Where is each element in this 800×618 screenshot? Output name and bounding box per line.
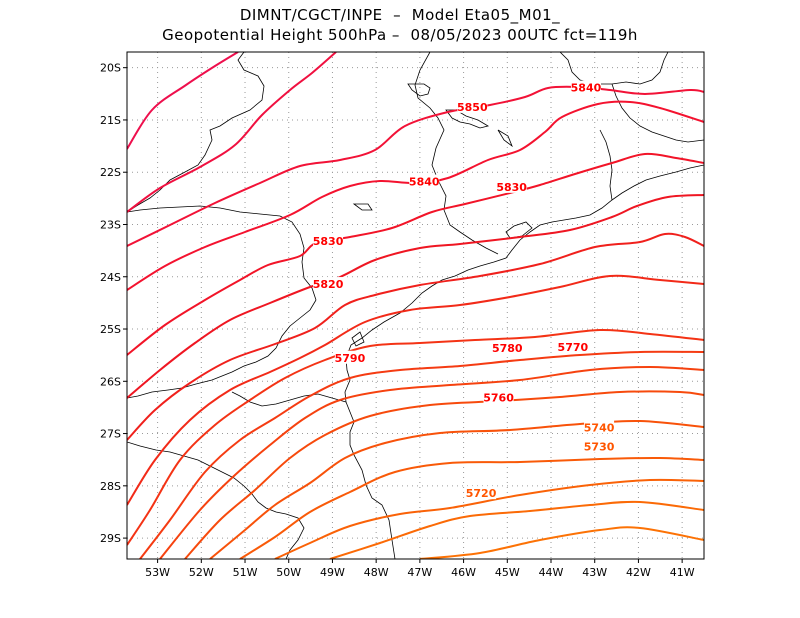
chart-title-line-2: Geopotential Height 500hPa – 08/05/2023 … <box>162 26 638 44</box>
x-tick-label: 50W <box>276 566 301 579</box>
contour-line-5790 <box>127 232 704 441</box>
y-tick-label: 20S <box>100 62 121 75</box>
x-tick-label: 46W <box>451 566 476 579</box>
contour-label-bg <box>557 339 588 353</box>
contour-line-5800 <box>127 194 704 399</box>
contour-line-5780 <box>127 274 704 506</box>
contour-line-5690 <box>419 526 704 559</box>
state-border <box>127 52 265 213</box>
contour-label-bg <box>496 179 527 193</box>
plot-frame <box>126 51 705 560</box>
y-tick-label: 23S <box>100 218 121 231</box>
lat-lon-grid <box>127 52 704 559</box>
contour-label-5720: 5720 <box>466 487 497 500</box>
contour-line-5830 <box>127 85 704 247</box>
y-tick-label: 27S <box>100 428 121 441</box>
contour-line-5750 <box>159 365 704 559</box>
contour-label-bg <box>457 99 488 113</box>
x-tick-label: 47W <box>407 566 432 579</box>
contour-label-5760: 5760 <box>483 391 514 404</box>
state-border <box>559 52 669 85</box>
y-tick-label: 25S <box>100 323 121 336</box>
y-tick-label: 21S <box>100 114 121 127</box>
reservoir <box>407 83 431 97</box>
contour-line-5810 <box>127 152 704 356</box>
state-border <box>127 205 317 301</box>
contour-label-5770: 5770 <box>558 341 589 354</box>
contour-label-bg <box>584 439 615 453</box>
y-tick-label: 26S <box>100 375 121 388</box>
contour-line-5740 <box>184 390 704 559</box>
contour-label-5840: 5840 <box>571 82 602 95</box>
contour-label-5840: 5840 <box>409 176 440 189</box>
x-tick-label: 45W <box>495 566 520 579</box>
y-tick-label: 24S <box>100 271 121 284</box>
y-tick-label: 28S <box>100 480 121 493</box>
state-border <box>127 299 317 399</box>
contour-label-5780: 5780 <box>492 342 523 355</box>
reservoir <box>445 109 490 129</box>
contour-label-5830: 5830 <box>496 181 527 194</box>
contour-label-5830: 5830 <box>313 235 344 248</box>
y-tick-label: 22S <box>100 166 121 179</box>
contour-line-5720 <box>239 456 704 559</box>
x-tick-label: 52W <box>189 566 214 579</box>
contour-line-5840 <box>127 52 337 213</box>
latitude-axis: 20S 21S 22S 23S 24S 25S 26S 27S 28S 29S <box>100 62 127 545</box>
contour-label-bg <box>334 350 365 364</box>
y-tick-label: 29S <box>100 532 121 545</box>
height-contours <box>127 52 704 559</box>
contour-labels: 5850 5840 5840 5830 5830 5820 5790 5780 5770 5760… <box>313 80 615 500</box>
x-tick-label: 53W <box>145 566 170 579</box>
contour-label-bg <box>313 277 344 291</box>
x-tick-label: 44W <box>539 566 564 579</box>
x-tick-label: 48W <box>364 566 389 579</box>
contour-label-5820: 5820 <box>313 278 344 291</box>
x-tick-label: 42W <box>626 566 651 579</box>
x-tick-label: 41W <box>670 566 695 579</box>
reservoir <box>497 129 513 148</box>
island-coast <box>351 331 365 347</box>
x-tick-label: 43W <box>582 566 607 579</box>
contour-label-5740: 5740 <box>584 421 615 434</box>
coastline <box>344 164 704 559</box>
x-tick-label: 51W <box>233 566 258 579</box>
contour-label-bg <box>313 234 344 248</box>
contour-line-5700 <box>329 500 704 559</box>
contour-label-bg <box>409 174 440 188</box>
country-border <box>127 441 305 559</box>
contour-line-5710 <box>274 478 704 559</box>
contour-label-bg <box>570 80 601 94</box>
longitude-axis: 53W 52W 51W 50W 49W 48W 47W 46W 45W 44W 43W 42W 41W <box>145 559 695 579</box>
contour-label-5730: 5730 <box>584 441 615 454</box>
x-tick-label: 49W <box>320 566 345 579</box>
state-border <box>231 391 347 407</box>
contour-line-5760 <box>139 350 704 559</box>
contour-label-5850: 5850 <box>457 101 488 114</box>
contour-label-bg <box>584 420 615 434</box>
contour-line-5850 <box>127 52 239 150</box>
reservoir <box>352 203 373 211</box>
chart-title-line-1: DIMNT/CGCT/INPE – Model Eta05_M01_ <box>239 6 561 24</box>
contour-label-bg <box>492 340 523 354</box>
state-border <box>414 52 499 255</box>
contour-label-bg <box>466 486 497 500</box>
contour-label-bg <box>483 390 514 404</box>
contour-label-5790: 5790 <box>335 352 366 365</box>
